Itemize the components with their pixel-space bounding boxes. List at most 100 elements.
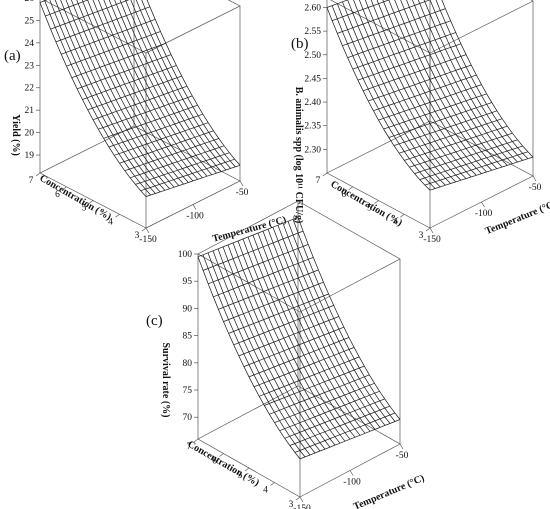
mesh-line-concentration: [213, 257, 314, 298]
z-tick-label: 75: [183, 386, 193, 396]
z-tick-label: 22: [25, 84, 35, 94]
x-tick-mark: [429, 227, 434, 234]
mesh-line-temperature: [262, 230, 366, 434]
mesh-line-concentration: [66, 31, 161, 67]
x-tick-mark: [349, 470, 354, 476]
mesh-line-temperature: [125, 0, 222, 172]
x-tick-mark: [239, 180, 244, 187]
mesh-line-temperature: [272, 227, 376, 430]
surface-plot-a: 19 20 21 22 23 24 25 26 -150 -100 -50 3 4 5 6 7 (a) Yield…: [4, 0, 287, 245]
x-tick-label: -150: [139, 235, 157, 245]
y-tick-mark: [374, 200, 379, 204]
mesh-line-temperature: [114, 0, 213, 175]
mesh-line-temperature: [376, 0, 477, 176]
x-tick-mark: [532, 175, 537, 182]
y-tick-mark: [322, 172, 328, 177]
mesh-line-temperature: [277, 225, 381, 428]
mesh-line-temperature: [429, 0, 523, 161]
y-tick-label: 7: [316, 176, 321, 186]
y-tick-label: 3: [135, 231, 140, 241]
z-tick-label: 90: [183, 304, 193, 314]
mesh-line-temperature: [135, 0, 231, 169]
panel-label: (a): [4, 48, 21, 64]
mesh-line-concentration: [347, 20, 451, 58]
mesh-line-concentration: [82, 65, 177, 100]
z-tick-label: 2.55: [304, 27, 321, 37]
mesh-line-temperature: [441, 0, 534, 158]
mesh-line-concentration: [243, 326, 345, 367]
mesh-line-concentration: [362, 54, 467, 92]
z-axis-label: Survival rate (%): [160, 343, 171, 418]
y-tick-mark: [244, 467, 250, 472]
mesh-line-temperature: [98, 0, 198, 180]
mesh-line-concentration: [71, 42, 166, 79]
y-tick-label: 5: [367, 204, 372, 214]
z-tick-label: 80: [183, 359, 193, 369]
mesh-line-concentration: [238, 316, 339, 357]
mesh-line-temperature: [287, 221, 391, 424]
x-tick-label: -100: [343, 478, 361, 488]
mesh-line-concentration: [202, 230, 304, 271]
x-tick-mark: [299, 496, 304, 503]
z-tick-label: 70: [183, 413, 193, 423]
mesh-line-concentration: [326, 0, 349, 8]
mesh-line-concentration: [197, 216, 299, 258]
mesh-line-temperature: [267, 228, 371, 432]
y-tick-mark: [141, 227, 147, 232]
mesh-line-temperature: [326, 7, 431, 191]
y-tick-mark: [270, 482, 275, 486]
ceiling-outline: [43, 0, 241, 54]
mesh-line-temperature: [406, 0, 503, 168]
mesh-line-temperature: [130, 0, 227, 171]
x-tick-label: -50: [396, 451, 409, 461]
mesh-line-concentration: [61, 18, 156, 55]
x-tick-label: -100: [475, 209, 493, 219]
mesh-line-concentration: [331, 0, 390, 21]
y-tick-label: 6: [55, 190, 60, 200]
mesh-line-temperature: [353, 0, 457, 183]
mesh-line-concentration: [76, 54, 172, 90]
z-axis-label: B. animalis spp (log 10¹¹ CFU/g): [293, 87, 304, 224]
mesh-line-concentration: [357, 43, 462, 81]
y-tick-label: 4: [108, 217, 113, 227]
mesh-line-temperature: [252, 234, 356, 438]
z-tick-label: 100: [178, 250, 193, 260]
mesh-line-temperature: [292, 219, 396, 422]
y-tick-mark: [88, 200, 94, 204]
z-tick-label: 2.35: [304, 122, 321, 132]
mesh-line-temperature: [388, 0, 487, 173]
mesh-line-temperature: [423, 0, 518, 163]
mesh-line-concentration: [378, 84, 482, 121]
z-tick-label: 2.40: [304, 98, 321, 108]
z-tick-label: 23: [25, 61, 35, 71]
x-tick-label: -50: [236, 188, 249, 198]
panel-label: (b): [291, 36, 309, 52]
z-tick-label: 95: [183, 277, 193, 287]
z-axis-label: Yield (%): [10, 114, 21, 156]
mesh-line-temperature: [435, 0, 529, 159]
y-tick-mark: [425, 227, 431, 232]
y-axis-label: Concentration (%): [329, 179, 404, 229]
y-tick-label: 6: [212, 457, 217, 467]
mesh-line-temperature: [60, 0, 166, 191]
mesh-line-temperature: [412, 0, 508, 166]
y-tick-label: 7: [187, 442, 192, 452]
z-tick-label: 21: [25, 106, 35, 116]
mesh-line-concentration: [248, 337, 350, 378]
y-tick-label: 3: [289, 500, 294, 509]
mesh-line-temperature: [257, 232, 361, 436]
y-tick-label: 5: [238, 471, 243, 481]
mesh-line-temperature: [297, 217, 401, 420]
mesh-line-concentration: [50, 0, 130, 30]
mesh-line-concentration: [233, 305, 334, 346]
y-tick-label: 7: [29, 176, 34, 186]
mesh-line-concentration: [368, 64, 472, 102]
y-tick-label: 6: [341, 190, 346, 200]
z-tick-label: 2.30: [304, 145, 321, 155]
mesh-line-concentration: [92, 85, 188, 121]
surface-plot-c: 70 75 80 85 90 95 100 -150 -100 -50 3 4 5 6 7 (c) Surviv…: [146, 200, 426, 509]
x-axis-label: Temperature (°C): [352, 473, 426, 509]
mesh-line-concentration: [55, 6, 151, 43]
mesh-line-temperature: [417, 0, 513, 164]
